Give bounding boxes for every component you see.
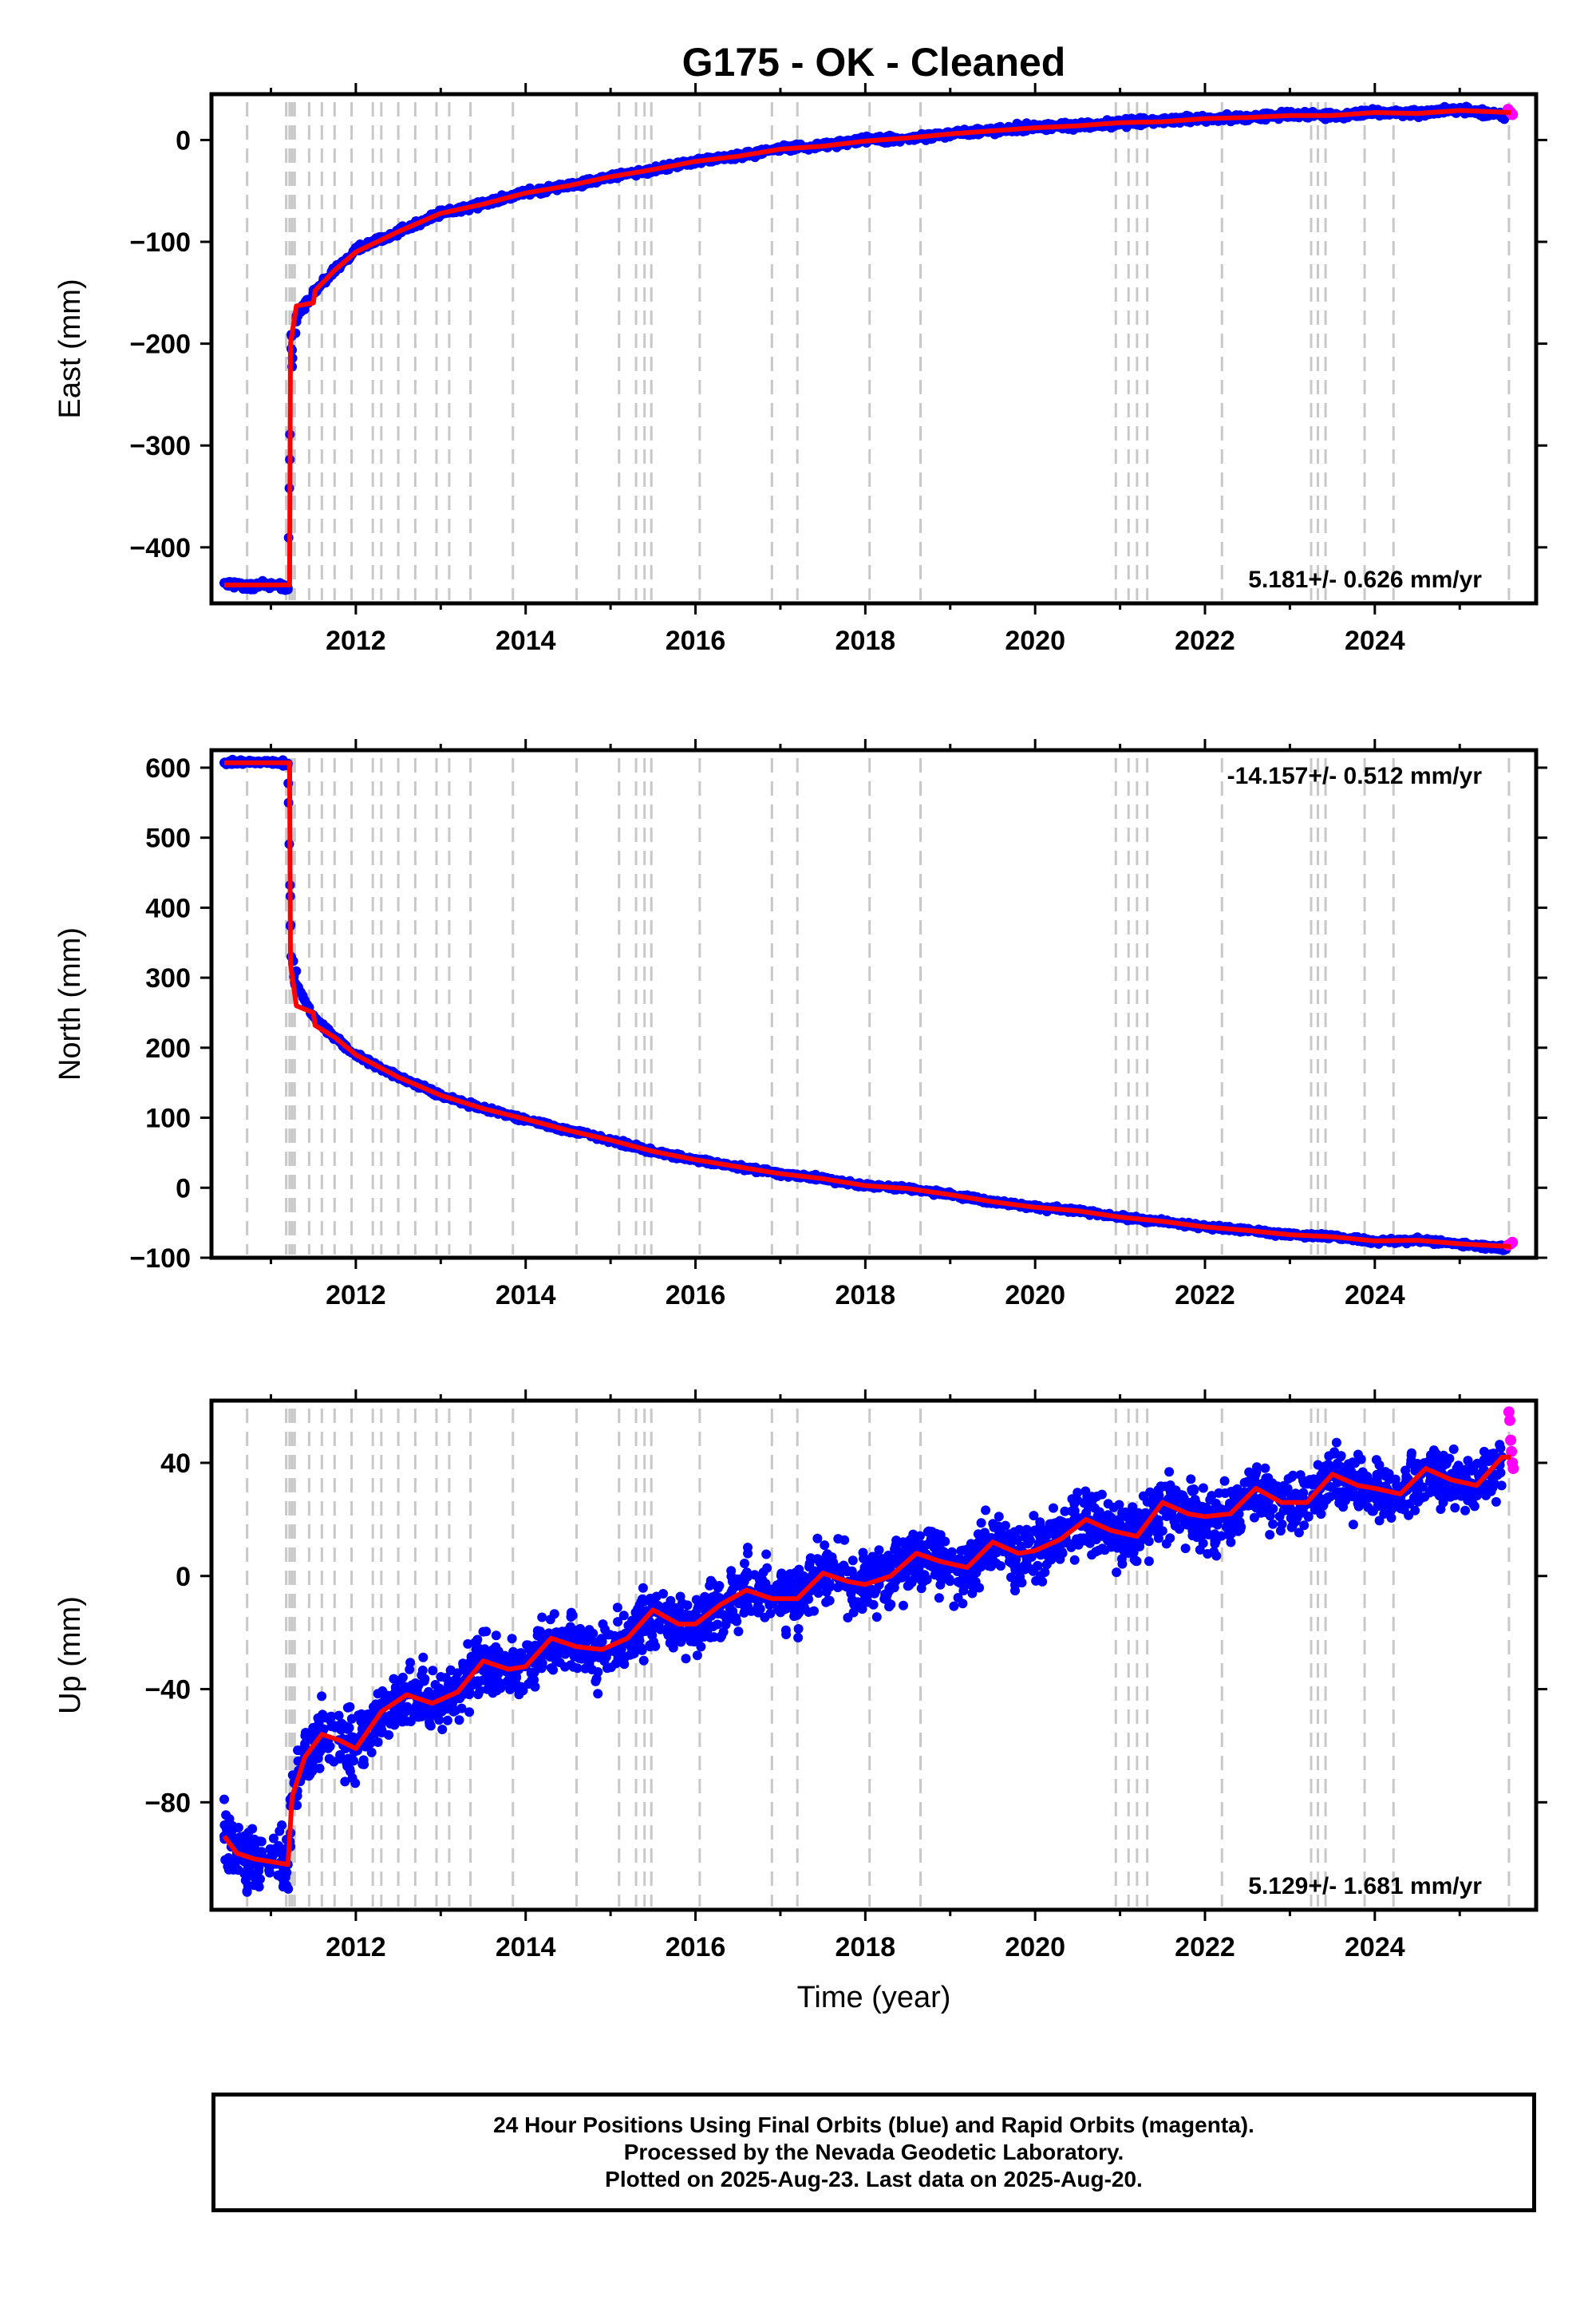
x-tick-label: 2012 <box>326 1280 386 1310</box>
x-tick-label: 2020 <box>1005 626 1065 656</box>
x-tick-label: 2024 <box>1345 1280 1405 1310</box>
final-point <box>1144 1556 1154 1567</box>
final-point <box>793 1633 804 1642</box>
y-axis-label: North (mm) <box>53 927 87 1081</box>
final-point <box>1060 1506 1070 1516</box>
final-point <box>298 990 308 1001</box>
final-point <box>1310 1504 1320 1515</box>
final-point <box>428 1666 438 1676</box>
model-line <box>224 760 1511 1249</box>
plot-frame <box>209 748 1539 1260</box>
final-point <box>1219 1476 1230 1486</box>
y-tick-label: 500 <box>145 824 191 854</box>
final-point <box>1338 1502 1349 1512</box>
y-axis-label: East (mm) <box>53 279 87 418</box>
final-point <box>981 1505 991 1516</box>
panel-north: 2012 2014 2016 2018 2020 2022 2024 600 500 400 300… <box>53 739 1547 1310</box>
final-point <box>976 1518 986 1528</box>
y-tick-label: −200 <box>129 330 191 360</box>
y-tick-label: −100 <box>129 1243 191 1274</box>
x-tick-label: 2018 <box>836 1280 896 1310</box>
final-point <box>1180 1543 1191 1554</box>
y-tick-label: −300 <box>129 431 191 461</box>
y-tick-label: 100 <box>145 1104 191 1134</box>
y-tick-label: −400 <box>129 533 191 563</box>
final-point <box>1029 1511 1039 1521</box>
final-point <box>342 1702 353 1713</box>
final-point <box>1069 1555 1080 1565</box>
model-line <box>224 108 1511 587</box>
x-tick-label: 2024 <box>1345 626 1405 656</box>
final-point <box>1226 1537 1236 1547</box>
y-tick-label: 400 <box>145 893 191 923</box>
final-point <box>1207 1491 1217 1501</box>
final-point <box>593 1689 603 1699</box>
final-point <box>1348 1520 1358 1530</box>
final-point <box>1404 1510 1414 1520</box>
x-tick-label: 2018 <box>836 626 896 656</box>
plot-frame <box>209 92 1539 606</box>
y-tick-label: 0 <box>176 125 191 156</box>
y-tick-label: 300 <box>145 963 191 994</box>
x-tick-label: 2020 <box>1005 1280 1065 1310</box>
final-point <box>546 1663 556 1674</box>
final-point <box>868 1599 879 1610</box>
y-tick-label: 600 <box>145 753 191 784</box>
x-tick-label: 2014 <box>496 626 556 656</box>
x-tick-label: 2014 <box>496 1280 556 1310</box>
final-point <box>454 1715 464 1725</box>
y-tick-label: −100 <box>129 227 191 258</box>
final-point <box>491 1630 501 1641</box>
rate-label: 5.181+/- 0.626 mm/yr <box>1248 567 1482 593</box>
y-tick-label: 200 <box>145 1034 191 1064</box>
final-point <box>733 1626 744 1637</box>
final-point <box>1112 1567 1122 1578</box>
figure-title: G175 - OK - Cleaned <box>682 40 1066 85</box>
rate-label: -14.157+/- 0.512 mm/yr <box>1227 763 1483 789</box>
final-point <box>1006 1572 1016 1583</box>
panel-east: 2012 2014 2016 2018 2020 2022 2024 0 −100 −200 −30… <box>53 83 1547 656</box>
panel-up: 2012 2014 2016 2018 2020 2022 2024400−40−80Up … <box>53 1389 1547 2014</box>
y-tick-label: 0 <box>176 1173 191 1203</box>
final-point <box>1450 1503 1460 1513</box>
x-tick-label: 2022 <box>1175 1280 1235 1310</box>
final-point <box>870 1553 880 1563</box>
final-point <box>1186 1474 1196 1484</box>
final-point <box>1331 1437 1341 1448</box>
x-tick-label: 2012 <box>326 626 386 656</box>
x-tick-label: 2022 <box>1175 626 1235 656</box>
final-point <box>809 1606 819 1616</box>
x-tick-label: 2016 <box>666 626 726 656</box>
x-tick-label: 2016 <box>666 1280 726 1310</box>
final-point <box>692 1650 702 1661</box>
